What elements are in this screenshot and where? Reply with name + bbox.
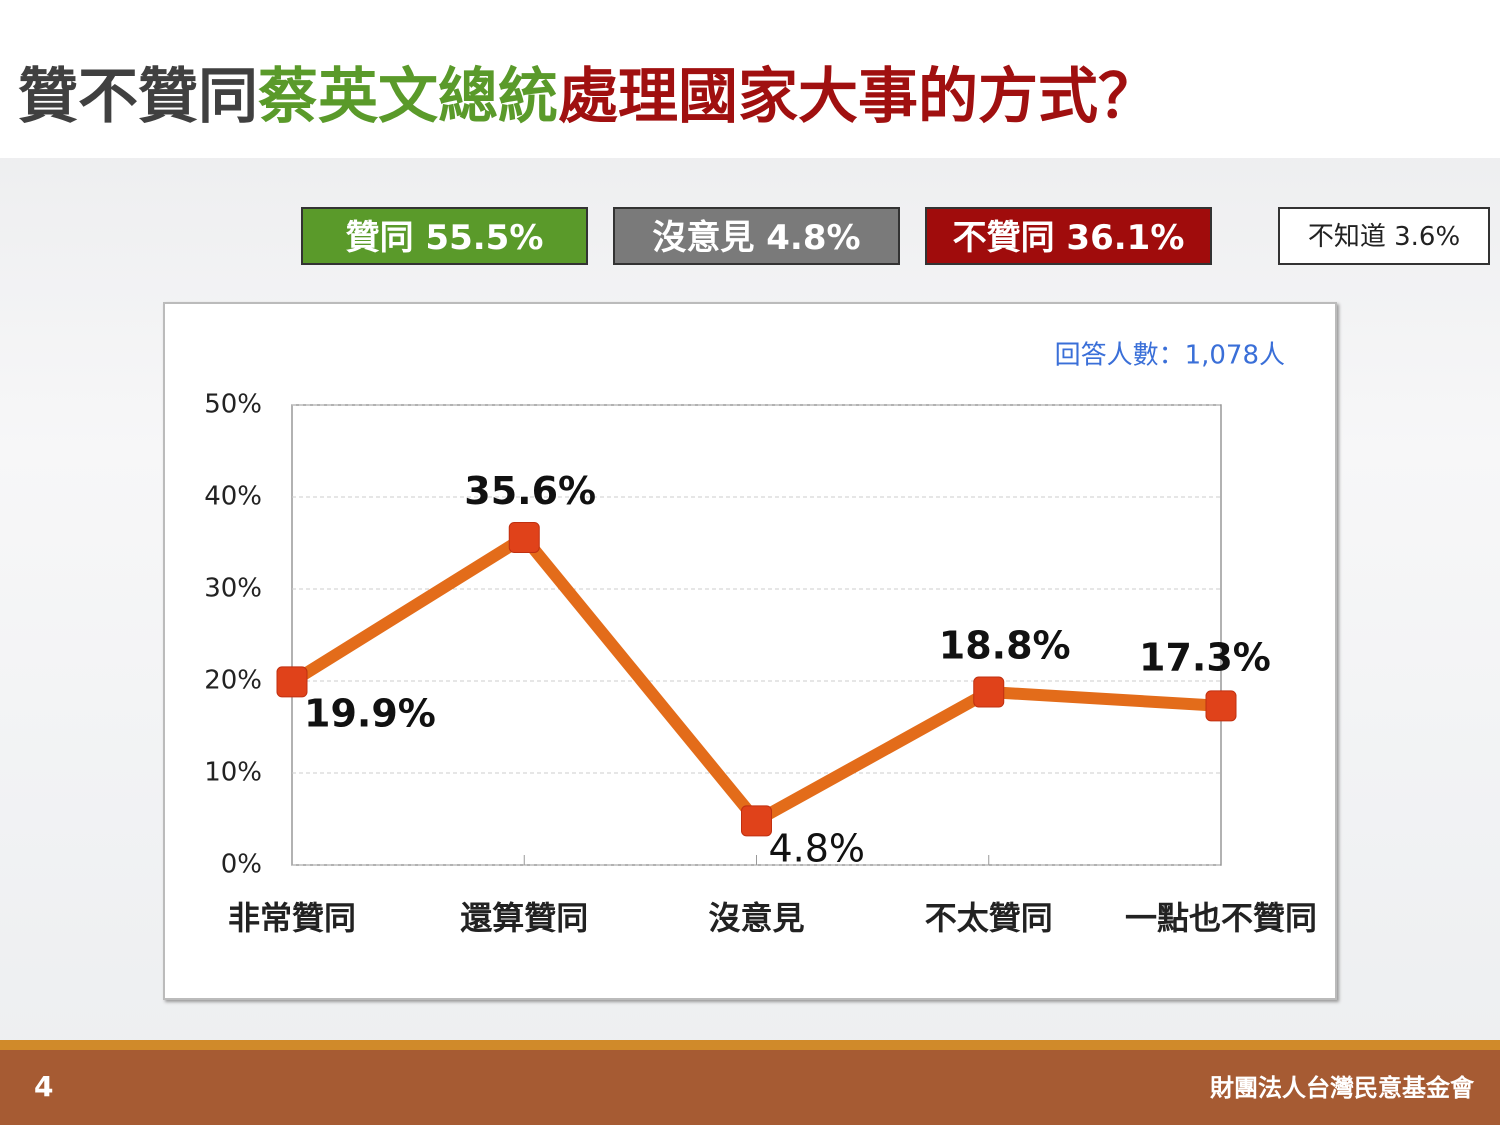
x-tick-label: 不太贊同 xyxy=(925,899,1053,937)
y-tick-label: 50% xyxy=(204,390,262,420)
y-tick-label: 10% xyxy=(204,758,262,788)
page-number: 4 xyxy=(34,1070,54,1103)
data-label: 17.3% xyxy=(1139,635,1271,679)
annotation: 回答人數：1,078人 xyxy=(1055,341,1285,371)
marker xyxy=(741,805,772,837)
marker xyxy=(276,666,308,698)
summary-box: 不知道 3.6% xyxy=(1278,207,1490,265)
x-tick-label: 非常贊同 xyxy=(228,899,356,937)
footer-stripe xyxy=(0,1040,1500,1050)
data-label: 4.8% xyxy=(769,826,866,870)
y-tick-label: 20% xyxy=(204,666,262,696)
marker xyxy=(1205,690,1237,722)
marker xyxy=(973,676,1005,708)
x-tick-label: 還算贊同 xyxy=(460,899,588,937)
summary-box: 不贊同 36.1% xyxy=(925,207,1212,265)
title: 贊不贊同蔡英文總統處理國家大事的方式？ xyxy=(18,48,1158,135)
line xyxy=(288,531,1222,827)
title-bar: 贊不贊同蔡英文總統處理國家大事的方式？ xyxy=(0,0,1500,158)
summary-box: 贊同 55.5% xyxy=(301,207,588,265)
marker xyxy=(508,521,540,553)
x-tick-label: 一點也不贊同 xyxy=(1125,899,1317,937)
title-part: 蔡英文總統 xyxy=(258,62,558,132)
title-part: 處理國家大事的方式？ xyxy=(558,62,1158,132)
y-tick-label: 0% xyxy=(221,850,262,880)
organization: 財團法人台灣民意基金會 xyxy=(1210,1074,1474,1102)
title-part: 贊不贊同 xyxy=(18,62,258,132)
data-label: 19.9% xyxy=(304,691,436,735)
y-tick-label: 30% xyxy=(204,574,262,604)
data-label: 35.6% xyxy=(464,469,596,513)
plot-area xyxy=(291,404,1222,866)
footer: 4 財團法人台灣民意基金會 xyxy=(0,1050,1500,1125)
y-tick-label: 40% xyxy=(204,482,262,512)
data-label: 18.8% xyxy=(939,624,1071,668)
x-tick-label: 沒意見 xyxy=(708,899,804,937)
summary-box: 沒意見 4.8% xyxy=(613,207,900,265)
chart-frame xyxy=(163,302,1337,1000)
